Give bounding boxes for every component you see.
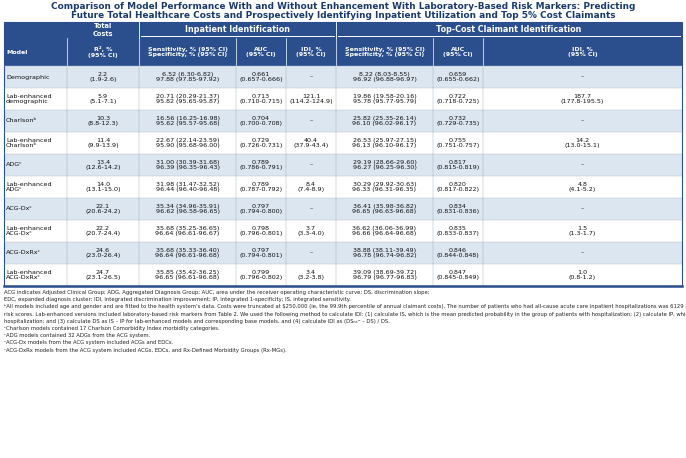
Text: 20.71 (20.29-21.37)
95.82 (95.65-95.87): 20.71 (20.29-21.37) 95.82 (95.65-95.87) [156, 93, 220, 104]
Text: 36.41 (35.98-36.82)
96.65 (96.63-96.68): 36.41 (35.98-36.82) 96.65 (96.63-96.68) [353, 204, 416, 214]
Text: Future Total Healthcare Costs and Prospectively Identifying Inpatient Utilizatio: Future Total Healthcare Costs and Prospe… [71, 11, 615, 20]
Text: Lab-enhanced
ADGᶜ: Lab-enhanced ADGᶜ [6, 182, 51, 192]
Text: 26.53 (25.97-27.15)
96.13 (96.10-96.17): 26.53 (25.97-27.15) 96.13 (96.10-96.17) [353, 137, 416, 148]
Text: 22.67 (22.14-23.59)
95.90 (95.68-96.00): 22.67 (22.14-23.59) 95.90 (95.68-96.00) [156, 137, 220, 148]
Text: 0.846
(0.844-0.848): 0.846 (0.844-0.848) [436, 248, 480, 258]
Text: Inpatient Identification: Inpatient Identification [185, 26, 290, 34]
Text: –: – [581, 75, 584, 80]
Text: 13.4
(12.6-14.2): 13.4 (12.6-14.2) [85, 159, 121, 170]
Text: 35.68 (35.25-36.65)
96.64 (96.61-96.67): 35.68 (35.25-36.65) 96.64 (96.61-96.67) [155, 226, 220, 236]
Text: AUC
(95% CI): AUC (95% CI) [443, 47, 473, 57]
Text: Lab-enhanced
ACG-Dxᶜ: Lab-enhanced ACG-Dxᶜ [6, 226, 51, 236]
Bar [4, 198, 682, 220]
Text: 31.00 (30.39-31.68)
96.39 (96.35-96.43): 31.00 (30.39-31.68) 96.39 (96.35-96.43) [156, 159, 220, 170]
Text: 121.1
(114.2-124.9): 121.1 (114.2-124.9) [289, 93, 333, 104]
Text: 1.0
(0.8-1.2): 1.0 (0.8-1.2) [569, 270, 596, 280]
Text: 6.52 (6.30-6.82)
97.88 (97.85-97.92): 6.52 (6.30-6.82) 97.88 (97.85-97.92) [156, 71, 219, 82]
Text: 0.798
(0.796-0.801): 0.798 (0.796-0.801) [239, 226, 283, 236]
Text: 22.1
(20.6-24.2): 22.1 (20.6-24.2) [85, 204, 121, 214]
Text: 0.835
(0.833-0.837): 0.835 (0.833-0.837) [436, 226, 480, 236]
Bar [4, 220, 682, 242]
Bar [4, 132, 682, 154]
Text: 0.659
(0.655-0.662): 0.659 (0.655-0.662) [436, 71, 480, 82]
Text: ACG-DxRxᶜ: ACG-DxRxᶜ [6, 251, 41, 256]
Text: –: – [309, 75, 313, 80]
Text: Total
Costs: Total Costs [93, 23, 113, 37]
Text: ACG-Dxᶜ: ACG-Dxᶜ [6, 207, 33, 212]
Text: 187.7
(177.8-195.5): 187.7 (177.8-195.5) [561, 93, 604, 104]
Text: 38.88 (38.11-39.49)
96.78 (96.74-96.82): 38.88 (38.11-39.49) 96.78 (96.74-96.82) [353, 248, 416, 258]
Text: EDC, expanded diagnosis cluster; IDI, integrated discrimination improvement; IP,: EDC, expanded diagnosis cluster; IDI, in… [4, 297, 351, 302]
Text: 0.704
(0.700-0.708): 0.704 (0.700-0.708) [239, 115, 283, 126]
Text: ᶜADG models contained 32 ADGs from the ACG system.: ᶜADG models contained 32 ADGs from the A… [4, 333, 150, 338]
Text: 35.34 (34.96-35.91)
96.62 (96.58-96.65): 35.34 (34.96-35.91) 96.62 (96.58-96.65) [156, 204, 220, 214]
Text: 0.755
(0.751-0.757): 0.755 (0.751-0.757) [436, 137, 480, 148]
Text: ADGᶜ: ADGᶜ [6, 163, 23, 168]
Text: 30.29 (29.92-30.63)
96.33 (96.31-96.35): 30.29 (29.92-30.63) 96.33 (96.31-96.35) [353, 182, 416, 192]
Text: 0.799
(0.796-0.802): 0.799 (0.796-0.802) [239, 270, 283, 280]
Text: –: – [581, 251, 584, 256]
Text: 0.661
(0.657-0.666): 0.661 (0.657-0.666) [239, 71, 283, 82]
Text: 8.4
(7.4-8.9): 8.4 (7.4-8.9) [298, 182, 324, 192]
Text: 29.19 (28.66-29.60)
96.27 (96.25-96.30): 29.19 (28.66-29.60) 96.27 (96.25-96.30) [353, 159, 416, 170]
Bar [4, 110, 682, 132]
Text: 0.817
(0.815-0.819): 0.817 (0.815-0.819) [436, 159, 480, 170]
Text: 35.68 (35.33-36.40)
96.64 (96.61-96.68): 35.68 (35.33-36.40) 96.64 (96.61-96.68) [155, 248, 220, 258]
Bar [4, 38, 682, 66]
Text: 0.789
(0.786-0.791): 0.789 (0.786-0.791) [239, 159, 283, 170]
Text: 1.5
(1.3-1.7): 1.5 (1.3-1.7) [569, 226, 596, 236]
Text: 3.4
(3.2-3.8): 3.4 (3.2-3.8) [298, 270, 324, 280]
Text: Sensitivity, % (95% CI)
Specificity, % (95% CI): Sensitivity, % (95% CI) Specificity, % (… [344, 47, 425, 57]
Text: –: – [581, 207, 584, 212]
Text: ᶜACG-Dx models from the ACG system included ACGs and EDCs.: ᶜACG-Dx models from the ACG system inclu… [4, 340, 174, 345]
Bar [4, 264, 682, 286]
Text: 24.6
(23.0-26.4): 24.6 (23.0-26.4) [85, 248, 121, 258]
Text: ᶜCharlson models contained 17 Charlson Comorbidity Index morbidity categories.: ᶜCharlson models contained 17 Charlson C… [4, 326, 220, 331]
Text: 14.2
(13.0-15.1): 14.2 (13.0-15.1) [565, 137, 600, 148]
Text: 22.2
(20.7-24.4): 22.2 (20.7-24.4) [86, 226, 121, 236]
Text: Lab-enhanced
demographic: Lab-enhanced demographic [6, 93, 51, 104]
Text: –: – [309, 207, 313, 212]
Text: 11.4
(9.9-13.9): 11.4 (9.9-13.9) [87, 137, 119, 148]
Text: 24.7
(23.1-26.5): 24.7 (23.1-26.5) [85, 270, 121, 280]
Text: –: – [309, 163, 313, 168]
Text: 5.9
(5.1-7.1): 5.9 (5.1-7.1) [89, 93, 117, 104]
Text: 16.56 (16.25-16.98)
95.62 (95.57-95.68): 16.56 (16.25-16.98) 95.62 (95.57-95.68) [156, 115, 220, 126]
Text: Model: Model [6, 49, 27, 55]
Text: 0.729
(0.726-0.731): 0.729 (0.726-0.731) [239, 137, 283, 148]
Text: 4.8
(4.1-5.2): 4.8 (4.1-5.2) [569, 182, 596, 192]
Text: Demographic: Demographic [6, 75, 49, 80]
Text: –: – [309, 119, 313, 124]
Text: ᵇAll models included age and gender and are fitted to the health system’s data. : ᵇAll models included age and gender and … [4, 305, 686, 310]
Text: Top-Cost Claimant Identification: Top-Cost Claimant Identification [436, 26, 582, 34]
Text: Charlsonᵇ: Charlsonᵇ [6, 119, 37, 124]
Text: IDI, %
(95% CI): IDI, % (95% CI) [568, 47, 598, 57]
Text: risk scores. Lab-enhanced versions included laboratory-based risk markers from T: risk scores. Lab-enhanced versions inclu… [4, 311, 686, 316]
Text: 0.732
(0.729-0.735): 0.732 (0.729-0.735) [436, 115, 480, 126]
Bar [4, 22, 682, 286]
Text: 31.98 (31.47-32.52)
96.44 (96.40-96.48): 31.98 (31.47-32.52) 96.44 (96.40-96.48) [156, 182, 220, 192]
Bar [4, 242, 682, 264]
Text: 0.713
(0.710-0.715): 0.713 (0.710-0.715) [239, 93, 283, 104]
Bar [4, 66, 682, 88]
Text: 40.4
(37.9-43.4): 40.4 (37.9-43.4) [294, 137, 329, 148]
Text: 0.722
(0.718-0.725): 0.722 (0.718-0.725) [436, 93, 480, 104]
Text: R², %
(95% CI): R², % (95% CI) [88, 46, 118, 58]
Text: Lab-enhanced
ACG-DxRxᶜ: Lab-enhanced ACG-DxRxᶜ [6, 270, 51, 280]
Text: 39.09 (38.69-39.72)
96.79 (96.77-96.83): 39.09 (38.69-39.72) 96.79 (96.77-96.83) [353, 270, 416, 280]
Text: 0.834
(0.831-0.836): 0.834 (0.831-0.836) [436, 204, 480, 214]
Text: hospitalization; and (3) calculate DS as IS – IP for lab-enhanced models and cor: hospitalization; and (3) calculate DS as… [4, 319, 390, 324]
Text: 25.82 (25.35-26.14)
96.10 (96.02-96.17): 25.82 (25.35-26.14) 96.10 (96.02-96.17) [353, 115, 416, 126]
Text: AUC
(95% CI): AUC (95% CI) [246, 47, 276, 57]
Text: Lab-enhanced
Charlsonᵇ: Lab-enhanced Charlsonᵇ [6, 137, 51, 148]
Text: 19.86 (19.58-20.16)
95.78 (95.77-95.79): 19.86 (19.58-20.16) 95.78 (95.77-95.79) [353, 93, 416, 104]
Text: 3.7
(3.3-4.0): 3.7 (3.3-4.0) [298, 226, 324, 236]
Text: 0.847
(0.845-0.849): 0.847 (0.845-0.849) [436, 270, 480, 280]
Text: 0.789
(0.787-0.792): 0.789 (0.787-0.792) [239, 182, 283, 192]
Text: Comparison of Model Performance With and Without Enhancement With Laboratory-Bas: Comparison of Model Performance With and… [51, 2, 635, 11]
Text: 35.85 (35.42-36.25)
96.65 (96.61-96.68): 35.85 (35.42-36.25) 96.65 (96.61-96.68) [155, 270, 220, 280]
Text: 10.3
(8.8-12.3): 10.3 (8.8-12.3) [88, 115, 119, 126]
Text: Sensitivity, % (95% CI)
Specificity, % (95% CI): Sensitivity, % (95% CI) Specificity, % (… [147, 47, 228, 57]
Bar [4, 22, 682, 38]
Text: 8.22 (8.03-8.55)
96.92 (96.88-96.97): 8.22 (8.03-8.55) 96.92 (96.88-96.97) [353, 71, 416, 82]
